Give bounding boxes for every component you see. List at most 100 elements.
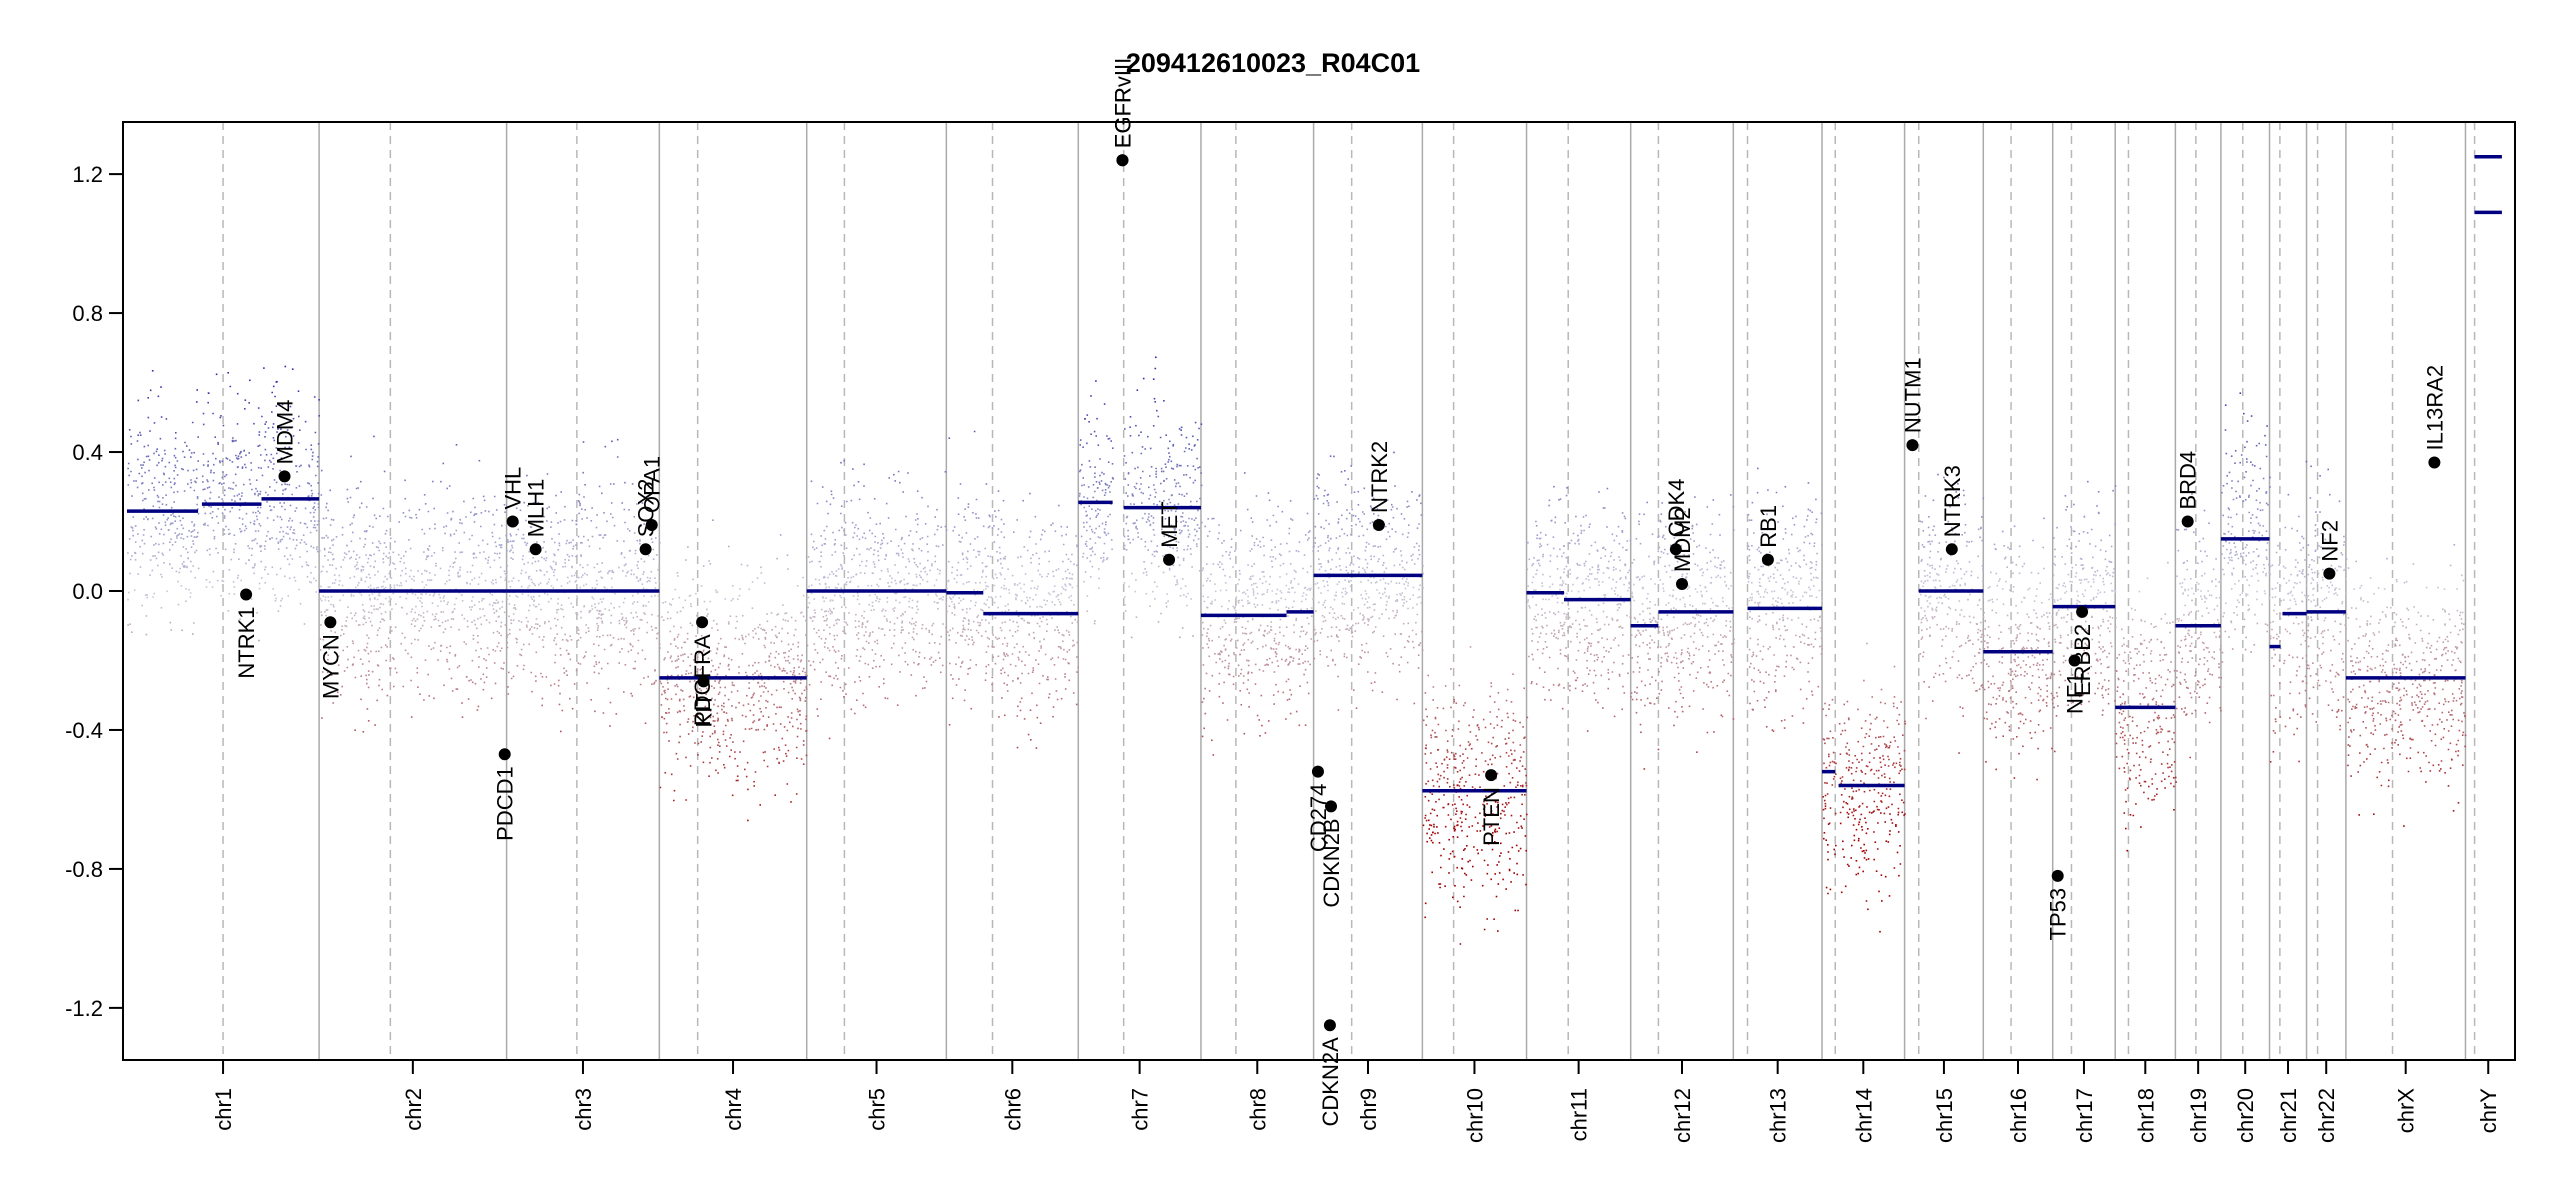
probe-point-cluster [496, 630, 2324, 633]
probe-point-cluster [236, 392, 239, 395]
probe-point-cluster [1474, 816, 1849, 819]
gene-point [2068, 654, 2081, 667]
probe-point-cluster [687, 718, 2455, 721]
probe-point-cluster [1822, 808, 2175, 811]
probe-point-cluster [679, 735, 2350, 738]
probe-point-cluster [697, 742, 2452, 745]
probe-point-cluster [1436, 766, 2171, 769]
plot-frame [122, 121, 2516, 1061]
probe-point-cluster [346, 616, 2350, 619]
probe-point-cluster [176, 536, 2264, 539]
probe-point-cluster [697, 754, 2350, 757]
probe-point-cluster [751, 696, 2413, 698]
probe-point-cluster [127, 624, 2369, 626]
probe-point-cluster [2036, 778, 2131, 781]
gene-point [1669, 543, 1682, 556]
probe-point-cluster [324, 598, 2315, 601]
probe-point-cluster [1485, 795, 1891, 798]
probe-point-cluster [724, 739, 2460, 742]
probe-point-cluster [682, 698, 2349, 701]
chromosome-label: chr9 [1356, 1088, 1381, 1131]
probe-point-cluster [1456, 820, 1459, 823]
probe-point-cluster [1483, 800, 2127, 803]
probe-point-cluster [1030, 738, 2414, 741]
probe-point-cluster [267, 427, 1200, 430]
probe-point-cluster [1877, 792, 1880, 794]
probe-point-cluster [709, 716, 2159, 719]
probe-point-cluster [663, 717, 2375, 720]
probe-point-cluster [174, 455, 1171, 459]
gene-point [1163, 553, 1176, 566]
probe-point-cluster [2197, 588, 2199, 591]
probe-point-cluster [1439, 774, 2141, 777]
chromosome-label: chr1 [211, 1088, 236, 1131]
probe-point-cluster [215, 373, 218, 376]
gene-point [697, 675, 710, 688]
gene-label: ERBB2 [2070, 624, 2095, 696]
probe-point-cluster [644, 722, 2025, 725]
probe-point-cluster [257, 493, 284, 495]
gene-label: MYCN [318, 634, 343, 699]
gene-point [2428, 456, 2441, 469]
probe-point-cluster [1531, 653, 2041, 656]
probe-point-cluster [258, 581, 2406, 585]
probe-point-cluster [1851, 797, 2150, 800]
probe-point-cluster [1455, 813, 2375, 816]
probe-point-cluster [157, 395, 1092, 398]
probe-point-cluster [1505, 802, 2460, 804]
probe-point-cluster [410, 679, 2463, 682]
probe-point-cluster [132, 534, 2345, 538]
probe-point-cluster [143, 541, 2301, 545]
probe-point-cluster [271, 411, 273, 413]
probe-point-cluster [164, 453, 2243, 456]
probe-point-cluster [483, 681, 2463, 685]
probe-point-cluster [341, 685, 2422, 688]
probe-point-cluster [146, 596, 2362, 599]
probe-point-cluster [169, 548, 2317, 552]
probe-point-cluster [683, 704, 2160, 707]
probe-point-cluster [1494, 831, 1875, 833]
probe-point-cluster [708, 775, 2352, 778]
probe-point-cluster [1437, 748, 2450, 751]
probe-point-cluster [169, 563, 2415, 567]
probe-point-cluster [141, 481, 2228, 485]
probe-points [127, 356, 2467, 945]
probe-point-cluster [173, 510, 1177, 513]
probe-point-cluster [561, 709, 2453, 712]
probe-point-cluster [747, 703, 2426, 706]
probe-point-cluster [1519, 721, 2121, 724]
probe-point-cluster [715, 769, 2441, 772]
probe-point-cluster [729, 755, 2427, 758]
probe-point-cluster [156, 447, 1190, 451]
probe-point-cluster [730, 749, 1512, 752]
probe-point-cluster [1441, 762, 2169, 765]
probe-point-cluster [499, 650, 2449, 652]
probe-point-cluster [784, 619, 2326, 622]
probe-point-cluster [805, 715, 808, 717]
probe-point-cluster [1505, 699, 2044, 702]
probe-point-cluster [527, 620, 1015, 623]
probe-point-cluster [328, 647, 2458, 651]
probe-point-cluster [289, 405, 292, 408]
probe-point-cluster [165, 417, 1098, 420]
probe-point-cluster [448, 668, 2438, 671]
probe-point-cluster [330, 674, 2436, 677]
gene-point [2323, 567, 2336, 580]
probe-point-cluster [147, 444, 2258, 447]
probe-point-cluster [451, 690, 2463, 693]
gene-label: PDCD1 [493, 766, 518, 841]
probe-point-cluster [196, 401, 1156, 403]
probe-point-cluster [153, 421, 1197, 424]
gene-point [324, 616, 337, 629]
chromosome-label: chr14 [1851, 1088, 1876, 1143]
probe-point-cluster [1355, 707, 2375, 709]
probe-point-cluster [559, 647, 2320, 650]
probe-point-cluster [346, 645, 2457, 648]
probe-point-cluster [138, 471, 2231, 475]
gene-markers: NTRK1MDM4MYCNPDCD1VHLMLH1SOX2OPA1PDGFRAK… [234, 58, 2447, 1127]
probe-point-cluster [722, 733, 2437, 736]
probe-point-cluster [361, 662, 2411, 665]
probe-point-cluster [693, 714, 2466, 717]
probe-point-cluster [345, 619, 2369, 623]
probe-point-cluster [567, 640, 2040, 642]
